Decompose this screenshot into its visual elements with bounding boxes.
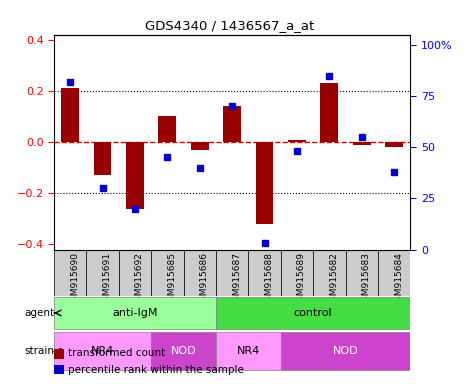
Bar: [353, 142, 371, 145]
Bar: [54, 250, 86, 296]
Text: GSM915691: GSM915691: [103, 252, 112, 307]
Text: NOD: NOD: [333, 346, 358, 356]
Bar: [216, 332, 281, 370]
Bar: [320, 83, 338, 142]
Text: GDS4340 / 1436567_a_at: GDS4340 / 1436567_a_at: [145, 19, 314, 32]
Bar: [54, 297, 216, 328]
Bar: [61, 88, 79, 142]
Bar: [313, 250, 346, 296]
Text: NR4: NR4: [91, 346, 114, 356]
Text: GSM915688: GSM915688: [265, 252, 273, 307]
Bar: [216, 297, 410, 328]
Bar: [191, 142, 209, 150]
Text: GSM915692: GSM915692: [135, 252, 144, 307]
Bar: [94, 142, 112, 175]
Bar: [288, 139, 306, 142]
Text: strain: strain: [24, 346, 54, 356]
Bar: [346, 250, 378, 296]
Text: transformed count: transformed count: [68, 348, 165, 358]
Text: control: control: [294, 308, 333, 318]
Text: GSM915689: GSM915689: [297, 252, 306, 307]
Bar: [151, 250, 183, 296]
Bar: [216, 250, 249, 296]
Text: GSM915686: GSM915686: [200, 252, 209, 307]
Text: GSM915683: GSM915683: [362, 252, 371, 307]
Text: GSM915690: GSM915690: [70, 252, 79, 307]
Text: NR4: NR4: [237, 346, 260, 356]
Bar: [256, 142, 273, 224]
Bar: [249, 250, 281, 296]
Text: agent: agent: [24, 308, 54, 318]
Bar: [378, 250, 410, 296]
Bar: [183, 250, 216, 296]
Text: GSM915687: GSM915687: [232, 252, 241, 307]
Bar: [159, 116, 176, 142]
Text: percentile rank within the sample: percentile rank within the sample: [68, 365, 244, 375]
Bar: [281, 332, 410, 370]
Text: GSM915685: GSM915685: [167, 252, 176, 307]
Bar: [151, 332, 216, 370]
Bar: [86, 250, 119, 296]
Bar: [223, 106, 241, 142]
Bar: [54, 332, 151, 370]
Bar: [119, 250, 151, 296]
Text: GSM915682: GSM915682: [329, 252, 338, 307]
Text: anti-IgM: anti-IgM: [112, 308, 158, 318]
Text: GSM915684: GSM915684: [394, 252, 403, 307]
Text: NOD: NOD: [171, 346, 197, 356]
Bar: [281, 250, 313, 296]
Bar: [126, 142, 144, 209]
Bar: [385, 142, 403, 147]
